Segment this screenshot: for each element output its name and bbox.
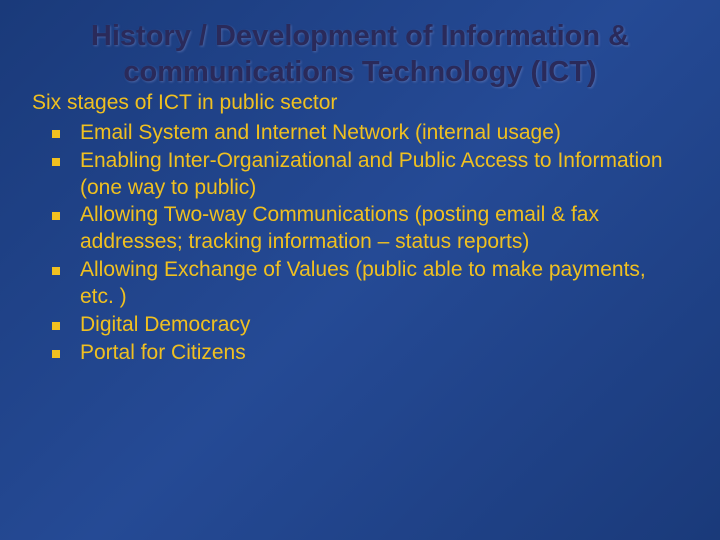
slide-subtitle: Six stages of ICT in public sector: [32, 89, 680, 116]
list-item: Enabling Inter-Organizational and Public…: [52, 148, 680, 202]
list-item: Portal for Citizens: [52, 340, 680, 367]
list-item: Allowing Two-way Communications (posting…: [52, 202, 680, 256]
slide-title: History / Development of Information & c…: [40, 18, 680, 91]
list-item: Digital Democracy: [52, 312, 680, 339]
slide: History / Development of Information & c…: [0, 0, 720, 540]
list-item: Email System and Internet Network (inter…: [52, 120, 680, 147]
bullet-list: Email System and Internet Network (inter…: [52, 120, 680, 367]
list-item: Allowing Exchange of Values (public able…: [52, 257, 680, 311]
